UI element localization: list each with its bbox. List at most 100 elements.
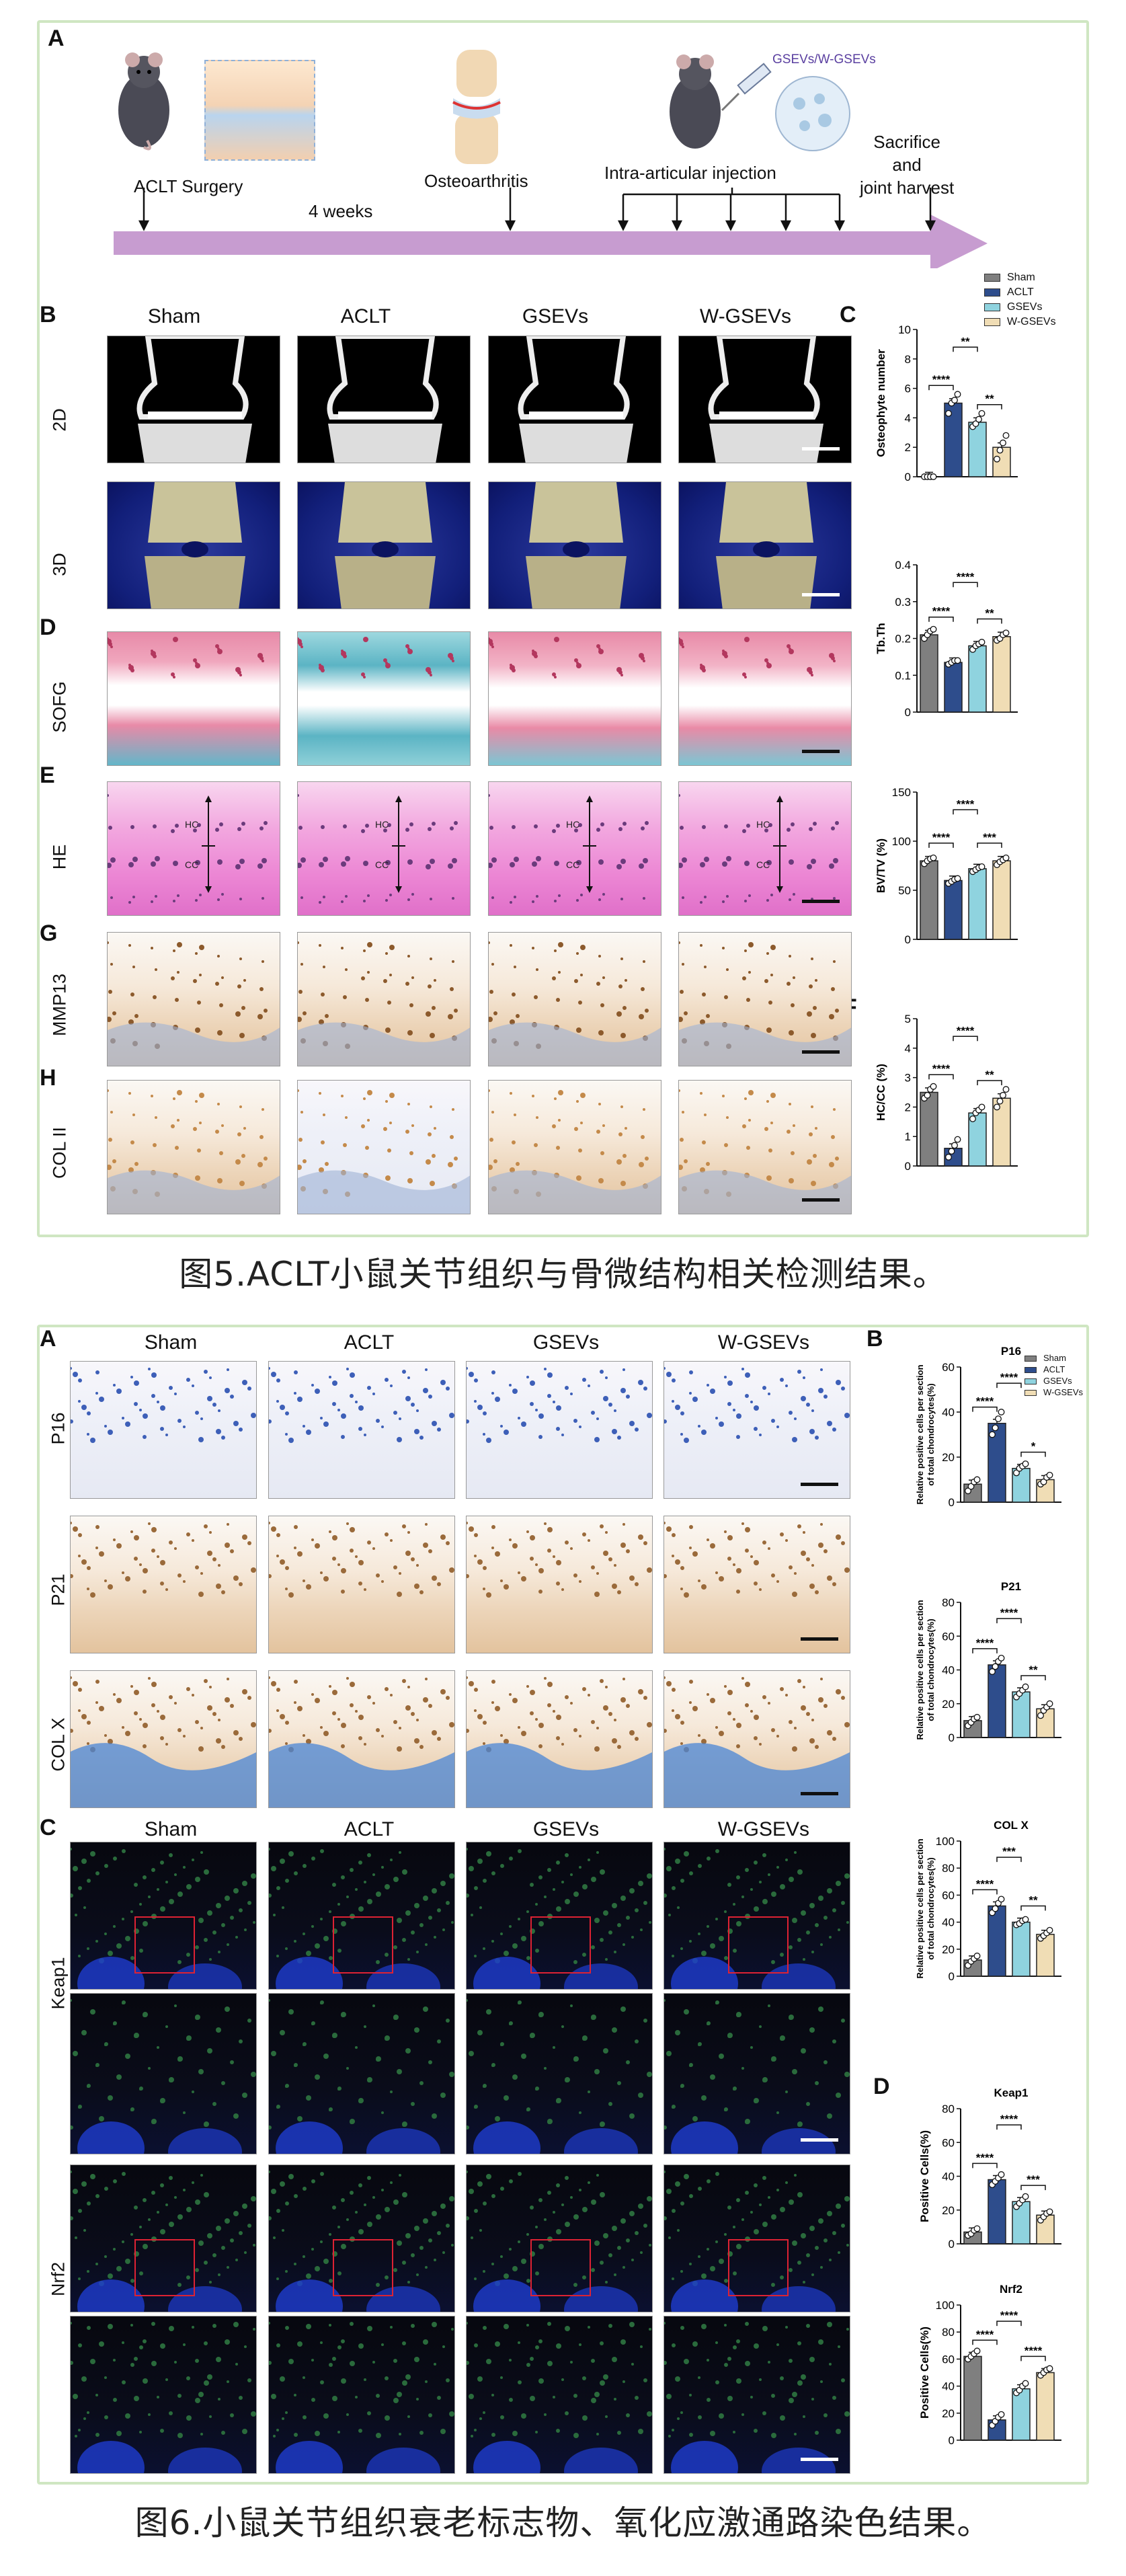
significance-label: **** (976, 2151, 994, 2164)
bar-chart-svg: 0 20 40 60 80 Relative positive cells per sec… (915, 1580, 1061, 1744)
legend-item-sham: Sham (1024, 1353, 1083, 1364)
y-tick-label: 5 (905, 1013, 911, 1025)
bar-chart-svg: 0 20 40 60 80 100 Relative positive cells per … (915, 1819, 1061, 1983)
figure-5-frame: A GSEVs/W-GSEVs ACLT Surgery 4 weeks Ost… (37, 20, 1089, 1237)
figure-5-caption: 图5.ACLT小鼠关节组织与骨微结构相关检测结果。 (179, 1255, 947, 1294)
colx-ihc-image-3 (663, 1670, 850, 1808)
data-point (1040, 1478, 1047, 1485)
ct-3d-image-3 (678, 481, 852, 609)
data-point (930, 1083, 937, 1090)
data-point (978, 863, 986, 870)
significance-label: ** (1029, 1894, 1038, 1906)
timeline-arrow (114, 188, 988, 268)
data-point (994, 455, 1000, 463)
data-point (930, 854, 937, 861)
cc-label: CC (375, 859, 389, 870)
mmp13-ihc-image-3 (678, 932, 852, 1066)
scale-bar (801, 1637, 838, 1641)
p16-ihc-image-3 (663, 1361, 850, 1499)
y-tick-label: 0 (949, 1496, 955, 1509)
significance-bracket (928, 1074, 954, 1080)
data-point (998, 1896, 1005, 1903)
row-label-colii: COL II (49, 1126, 70, 1179)
y-tick-label: 100 (936, 2299, 955, 2312)
col-header-6c-sham: Sham (144, 1818, 198, 1840)
y-tick-label: 0.1 (895, 669, 911, 682)
significance-bracket (928, 385, 954, 391)
y-tick-label: 20 (942, 2204, 955, 2217)
hc-label: HC (756, 819, 770, 830)
data-point (989, 1668, 996, 1675)
significance-bracket (1020, 1451, 1046, 1457)
y-tick-label: 0 (905, 471, 911, 483)
sofg-stain-image-2 (488, 631, 661, 766)
y-tick-label: 20 (942, 1451, 955, 1464)
bar-sham (963, 2355, 982, 2441)
significance-label: **** (1000, 2309, 1018, 2322)
y-tick-label: 10 (898, 323, 911, 336)
data-point (967, 1483, 975, 1490)
nrf2-if-overview-2 (466, 2164, 653, 2312)
y-tick-label: 150 (892, 786, 911, 799)
chart-title: Keap1 (994, 2086, 1028, 2099)
data-point (992, 1424, 999, 1432)
bar-w-gsevs (1036, 1933, 1055, 1977)
y-tick-label: 40 (942, 2380, 955, 2393)
col-header-6c-wgsevs: W-GSEVs (717, 1818, 810, 1840)
p16-ihc-image-1 (268, 1361, 455, 1499)
data-point (992, 1905, 999, 1912)
significance-label: ** (985, 393, 994, 405)
sofg-stain-image-0 (107, 631, 280, 766)
y-tick-label: 100 (936, 1835, 955, 1848)
y-tick-label: 20 (942, 1698, 955, 1711)
y-tick-label: 60 (942, 1361, 955, 1374)
bar-w-gsevs (1036, 2214, 1055, 2245)
scale-bar (802, 1050, 840, 1054)
significance-label: **** (1024, 2344, 1043, 2357)
scale-bar (802, 593, 840, 596)
significance-label: *** (1027, 2173, 1040, 2186)
y-tick-label: 0.3 (895, 596, 911, 609)
hc-label: HC (566, 819, 580, 830)
bar-w-gsevs (1036, 2372, 1055, 2441)
ct-2d-image-2 (488, 336, 661, 463)
p21-ihc-image-2 (466, 1516, 653, 1653)
significance-bracket (996, 2320, 1022, 2327)
y-tick-label: 40 (942, 1664, 955, 1677)
zoom-region-box (530, 2239, 591, 2296)
panel-letter-h: H (40, 1065, 56, 1091)
col-header-sham: Sham (147, 305, 201, 327)
significance-bracket (928, 616, 954, 622)
y-axis-label: Osteophyte number (875, 349, 887, 457)
keap1-if-overview-0 (70, 1842, 257, 1990)
knee-surgery-illustration (204, 60, 315, 161)
significance-bracket (953, 809, 978, 815)
sofg-stain-image-3 (678, 631, 852, 766)
osteoarthritis-knee-illustration (452, 50, 501, 164)
significance-label: **** (932, 831, 951, 844)
y-axis-label: Positive Cells(%) (918, 2130, 931, 2222)
legend-item-wgsevs: W-GSEVs (984, 316, 1056, 331)
y-tick-label: 0 (905, 1160, 911, 1173)
nrf2-if-overview-1 (268, 2164, 455, 2312)
significance-label: **** (932, 605, 951, 618)
keap1-if-overview-3 (663, 1842, 850, 1990)
scale-bar (801, 2138, 838, 2142)
data-point (1002, 432, 1010, 439)
significance-label: **** (957, 797, 975, 810)
chart-nrf2: 0 20 40 60 80 100 Positive Cells(%) Nrf2 **** ***… (914, 2282, 1061, 2464)
y-tick-label: 40 (942, 1916, 955, 1929)
significance-label: **** (976, 1877, 994, 1890)
scale-bar (801, 2458, 838, 2461)
zoom-region-box (333, 2239, 393, 2296)
data-point (1046, 1471, 1053, 1479)
scale-bar (801, 1792, 838, 1795)
he-stain-image-2: HC CC (488, 781, 661, 916)
significance-label: **** (1000, 1371, 1018, 1384)
data-point (1000, 439, 1006, 446)
keap1-if-zoom-3 (663, 1993, 850, 2154)
data-point (1046, 1700, 1053, 1707)
legend-item-aclt: ACLT (984, 286, 1056, 301)
